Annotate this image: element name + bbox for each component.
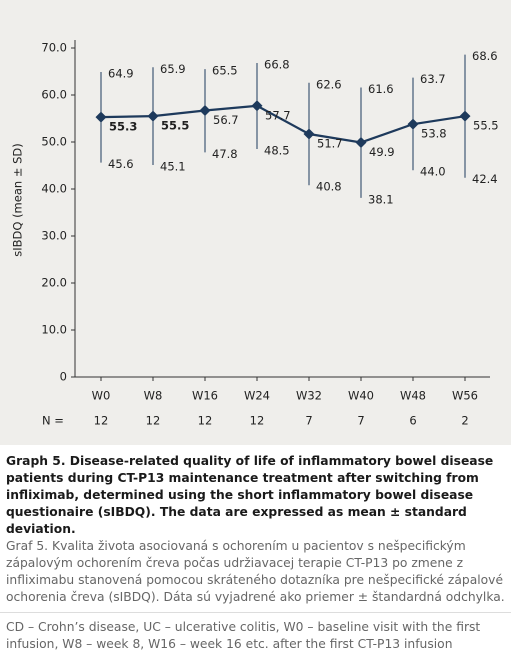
lower-label: 38.1	[368, 192, 394, 206]
lower-label: 48.5	[264, 144, 290, 158]
chart: sIBDQ (mean ± SD) N = 0 10.0 20.0 30.0 40.0 5…	[0, 0, 511, 445]
n-value: 12	[94, 414, 109, 428]
upper-label: 65.9	[160, 62, 186, 76]
mean-label: 49.9	[369, 145, 395, 159]
mean-label: 55.5	[473, 119, 499, 133]
x-tick-label: W16	[192, 389, 218, 403]
x-tick-label: W0	[92, 389, 111, 403]
n-value: 2	[461, 414, 468, 428]
mean-label: 56.7	[213, 113, 239, 127]
x-tick-label: W8	[144, 389, 163, 403]
x-tick-label: W56	[452, 389, 478, 403]
upper-label: 68.6	[472, 49, 498, 63]
upper-label: 66.8	[264, 58, 290, 72]
upper-label: 65.5	[212, 64, 238, 78]
mean-marker	[303, 128, 315, 140]
mean-marker	[355, 136, 367, 148]
upper-label: 64.9	[108, 66, 134, 80]
mean-marker	[199, 105, 211, 117]
mean-marker	[407, 118, 419, 130]
mean-marker	[147, 110, 159, 122]
y-tick-label: 70.0	[41, 41, 67, 55]
x-tick-label: W40	[348, 389, 374, 403]
y-tick-label: 60.0	[41, 88, 67, 102]
n-value: 12	[146, 414, 161, 428]
lower-label: 44.0	[420, 165, 446, 179]
n-label: N =	[42, 414, 64, 428]
y-tick-label: 30.0	[41, 229, 67, 243]
upper-label: 63.7	[420, 72, 446, 86]
mean-label: 51.7	[317, 137, 343, 151]
n-value: 12	[250, 414, 265, 428]
n-value: 7	[357, 414, 364, 428]
caption-title: Graph 5. Disease-related quality of life…	[6, 454, 494, 536]
y-tick-label: 0	[60, 370, 67, 384]
mean-label: 53.8	[421, 127, 447, 141]
x-tick-label: W48	[400, 389, 426, 403]
n-value: 12	[198, 414, 213, 428]
mean-marker	[95, 111, 107, 123]
x-tick-label: W24	[244, 389, 270, 403]
y-tick-label: 50.0	[41, 135, 67, 149]
upper-label: 62.6	[316, 77, 342, 91]
lower-label: 40.8	[316, 180, 342, 194]
lower-label: 45.6	[108, 157, 134, 171]
mean-marker	[459, 110, 471, 122]
lower-label: 47.8	[212, 147, 238, 161]
lower-label: 45.1	[160, 160, 186, 174]
n-value: 6	[409, 414, 416, 428]
n-value: 7	[305, 414, 312, 428]
upper-label: 61.6	[368, 82, 394, 96]
mean-line	[100, 104, 466, 144]
x-tick-label: W32	[296, 389, 322, 403]
y-axis-label: sIBDQ (mean ± SD)	[11, 143, 25, 257]
lower-label: 42.4	[472, 172, 498, 186]
mean-label: 55.5	[161, 119, 189, 133]
y-tick-label: 20.0	[41, 276, 67, 290]
y-tick-label: 40.0	[41, 182, 67, 196]
chart-background	[0, 0, 511, 445]
mean-label: 55.3	[109, 120, 137, 134]
mean-marker	[251, 100, 263, 112]
y-tick-label: 10.0	[41, 323, 67, 337]
caption-text: Graf 5. Kvalita života asociovaná s ocho…	[6, 539, 505, 604]
mean-label: 57.7	[265, 108, 291, 122]
